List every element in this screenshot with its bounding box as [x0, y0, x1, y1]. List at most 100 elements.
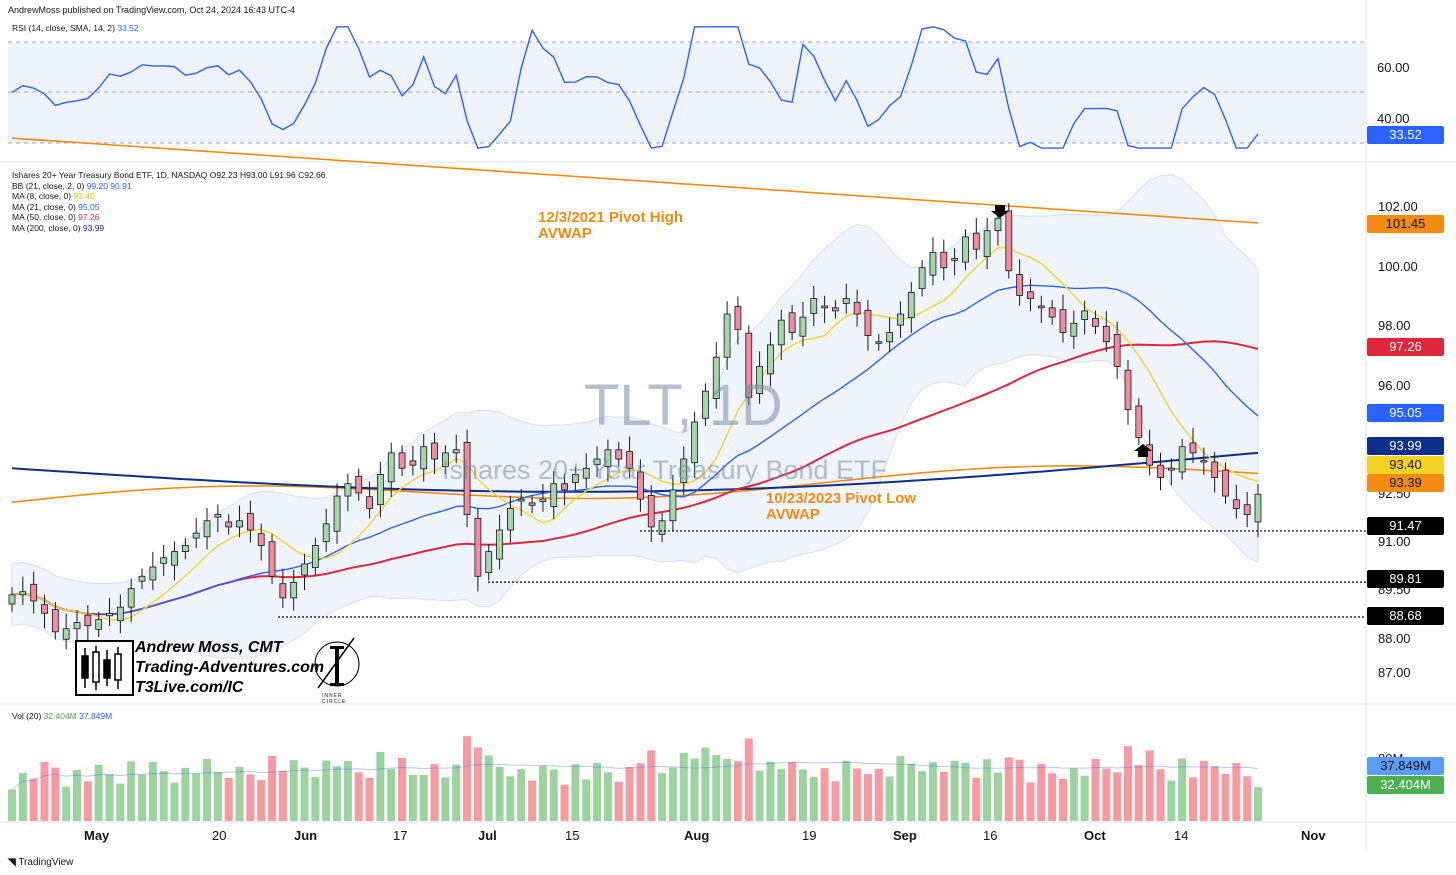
candle: [409, 445, 417, 476]
volume-bar: [257, 780, 266, 821]
tradingview-footer[interactable]: ◥ TradingView: [8, 857, 73, 868]
candle-body: [1200, 459, 1208, 463]
rsi-legend: RSI (14, close, SMA, 14, 2) 33.52: [12, 23, 139, 34]
volume-bar: [343, 760, 352, 821]
candle: [463, 429, 471, 528]
candle-body: [604, 449, 612, 467]
volume-bar: [798, 769, 807, 821]
rsi-value-tag: 33.52: [1367, 126, 1444, 144]
candle: [192, 517, 200, 549]
candle-body: [1232, 499, 1240, 509]
candle: [149, 551, 157, 591]
candle: [51, 601, 59, 640]
candle-body: [441, 452, 449, 467]
volume-bar: [766, 761, 775, 821]
candle-body: [62, 628, 70, 640]
volume-bar: [701, 747, 710, 821]
candle-body: [236, 520, 243, 528]
candle-body: [669, 489, 677, 522]
candle-body: [192, 532, 200, 539]
volume-bar: [528, 780, 537, 821]
volume-bar: [430, 764, 439, 821]
candle-body: [95, 619, 103, 630]
volume-bar: [1048, 773, 1057, 821]
candle-body: [1211, 461, 1219, 478]
candle-body: [214, 514, 222, 518]
ind-ma21-values: 95.05: [78, 201, 100, 212]
candle: [138, 568, 146, 589]
candle: [127, 578, 135, 623]
tag-support-2: 89.81: [1367, 570, 1444, 588]
tag-vol: 32.404M: [1367, 776, 1444, 794]
volume-bar: [918, 771, 927, 821]
candle: [474, 508, 482, 592]
volume-avg-value: 37.849M: [79, 711, 113, 721]
volume-bar: [1178, 758, 1187, 821]
candle-body: [474, 517, 482, 577]
time-20: 20: [212, 828, 227, 843]
candle-body: [138, 575, 146, 582]
volume-bar: [29, 778, 38, 821]
time-may: May: [84, 828, 110, 843]
candle: [842, 283, 850, 314]
candle: [983, 218, 991, 270]
candle-body: [171, 551, 178, 566]
volume-bar: [62, 786, 71, 821]
tag-avwap-low: 93.39: [1367, 474, 1444, 492]
candle: [1102, 311, 1110, 352]
candle: [615, 442, 623, 467]
price-axis-87: 87.00: [1378, 665, 1411, 680]
volume-legend: Vol (20) 32.404M 37.849M: [12, 711, 112, 722]
price-axis-96: 96.00: [1378, 378, 1411, 393]
inner-circle-icon: [314, 637, 360, 689]
candle-body: [30, 583, 38, 602]
ind-ma50-label: MA (50, close, 0): [12, 212, 76, 222]
candle: [799, 301, 807, 347]
tag-support-3: 88.68: [1367, 607, 1444, 625]
tag-ma50: 97.26: [1367, 338, 1444, 356]
candle-body: [658, 520, 666, 535]
volume-bar: [246, 774, 255, 821]
candle-body: [626, 451, 633, 469]
candle: [84, 604, 92, 641]
volume-bar: [127, 761, 136, 821]
volume-bar: [614, 781, 623, 821]
volume-bar: [1167, 780, 1176, 821]
volume-bar: [733, 761, 742, 821]
volume-bar: [311, 777, 320, 821]
volume-bar: [1037, 763, 1046, 821]
ind-ma200-label: MA (200, close, 0): [12, 222, 81, 233]
candle-body: [1222, 469, 1229, 497]
candle: [680, 446, 688, 496]
volume-bar: [712, 755, 721, 821]
candle-body: [181, 545, 189, 553]
candle: [918, 260, 926, 297]
candle-body: [539, 498, 547, 503]
volume-bar: [560, 784, 569, 821]
rsi-axis-60: 60.00: [1377, 60, 1410, 75]
candle: [257, 523, 265, 561]
candle-body: [593, 458, 601, 465]
volume-bar: [322, 760, 331, 821]
candle: [1005, 203, 1013, 279]
candle: [376, 461, 384, 518]
volume-bar: [506, 776, 515, 821]
inner-circle-logo: INNER CIRCLE: [312, 636, 362, 705]
volume-bar: [73, 769, 82, 821]
volume-bar: [679, 752, 688, 821]
candle-body: [1059, 309, 1067, 333]
candle: [1016, 259, 1024, 306]
volume-bar: [159, 771, 168, 821]
candle: [907, 282, 915, 333]
candle: [301, 553, 308, 591]
volume-bar: [94, 764, 103, 821]
candle: [485, 543, 493, 581]
ind-bb-values: 99.20 90.91: [86, 180, 132, 191]
volume-bar: [1232, 763, 1241, 821]
volume-bar: [1113, 772, 1122, 821]
candle: [626, 436, 633, 479]
candle: [1254, 484, 1262, 538]
candle-body: [810, 298, 818, 314]
ind-bb-label: BB (21, close, 2, 0): [12, 180, 85, 191]
